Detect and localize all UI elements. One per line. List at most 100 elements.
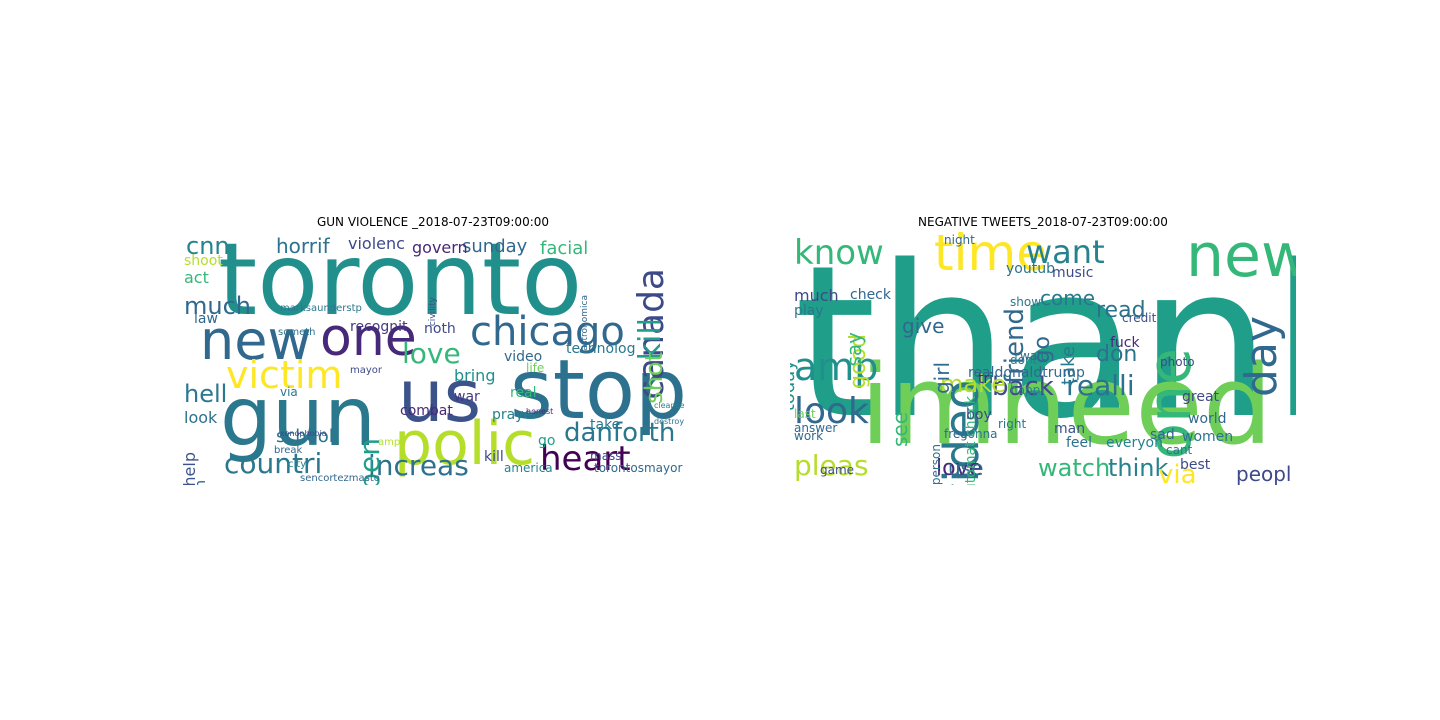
cloud-word: danforth	[564, 418, 676, 448]
cloud-word: love	[402, 337, 461, 370]
cloud-word: realdonaldtrump	[968, 365, 1085, 381]
cloud-word: city	[288, 459, 307, 470]
cloud-word: go	[538, 433, 556, 449]
cloud-word: give	[902, 314, 945, 338]
cloud-word: govern	[412, 238, 468, 257]
cloud-word: gonna	[960, 427, 998, 441]
cloud-word: tri	[978, 371, 994, 387]
cloud-word: increas	[368, 449, 469, 482]
cloud-word: look	[794, 391, 869, 432]
cloud-word: cnn	[186, 232, 230, 260]
cloud-word: polic	[394, 409, 536, 479]
cloud-word: amp	[794, 345, 879, 389]
cloud-word: video	[504, 349, 543, 365]
cloud-word: xenophobia	[280, 429, 327, 438]
cloud-word: via	[280, 385, 298, 399]
cloud-word: new	[1186, 232, 1296, 291]
cloud-word: answer	[794, 421, 838, 435]
cloud-word: great	[1182, 389, 1220, 405]
cloud-word: civility	[428, 297, 438, 327]
cloud-word: combat	[400, 403, 453, 419]
cloud-word: dont	[1010, 353, 1038, 367]
cloud-word: music	[1052, 265, 1094, 281]
cloud-word: work	[794, 429, 824, 443]
cloud-word: us	[398, 354, 482, 438]
cloud-word: marksaunderstp	[280, 303, 362, 314]
cloud-word: sencortezmasto	[300, 473, 380, 484]
cloud-word: prayer	[492, 407, 538, 423]
cloud-word: read	[1096, 298, 1146, 323]
cloud-word: watch	[1038, 454, 1111, 482]
cloud-word: use	[948, 456, 984, 480]
cloud-word: check	[850, 287, 891, 303]
cloud-word: horrif	[276, 234, 330, 258]
cloud-word: via	[1158, 460, 1197, 485]
cloud-word: someth	[278, 327, 316, 338]
word-cloud: thankimneednewtimeoneknowwantdayampvideo…	[790, 232, 1296, 485]
cloud-word: toronto	[218, 232, 583, 338]
cloud-word: time	[934, 232, 1047, 282]
cloud-word: fuck	[1110, 335, 1140, 351]
cloud-word: one person	[929, 444, 943, 485]
cloud-word: wait	[1020, 349, 1046, 363]
cloud-word: problem	[193, 480, 209, 485]
cloud-word: mass	[590, 449, 622, 463]
cloud-word: look	[184, 408, 218, 427]
cloud-word: violenc	[348, 234, 405, 253]
cloud-word: make	[940, 370, 1006, 398]
cloud-word: see	[888, 412, 912, 448]
cloud-word: think	[1108, 454, 1169, 482]
cloud-word: feel	[1066, 435, 1093, 451]
cloud-word: credit	[1122, 311, 1157, 325]
cloud-word: want	[1026, 233, 1105, 271]
cloud-word: show	[1010, 295, 1042, 309]
cloud-word: chicago	[470, 309, 625, 355]
cloud-word: best	[1180, 457, 1211, 473]
cloud-word: astronomica	[580, 295, 590, 351]
cloud-word: sunday	[462, 236, 528, 257]
cloud-word: noth	[424, 321, 456, 337]
cloud-word: take	[590, 417, 621, 433]
cloud-word: mayor	[350, 365, 383, 376]
cloud-word: cant	[1166, 443, 1193, 457]
cloud-word: much	[184, 292, 251, 320]
cloud-word: last	[794, 407, 816, 421]
panel-title: GUN VIOLENCE _2018-07-23T09:00:00	[316, 215, 550, 229]
cloud-word: man	[1054, 421, 1086, 437]
cloud-word: right	[998, 417, 1027, 431]
cloud-word: school	[276, 426, 334, 447]
cloud-word: break	[274, 445, 303, 456]
cloud-word: play	[794, 303, 824, 319]
cloud-word: boy	[966, 407, 992, 423]
cloud-word: world	[1188, 411, 1227, 427]
cloud-word: gun	[220, 370, 376, 465]
cloud-word: america	[504, 461, 553, 475]
cloud-word: love	[936, 456, 983, 481]
cloud-word: game	[820, 463, 855, 477]
cloud-word: hell	[184, 380, 228, 408]
cloud-word: come	[1040, 286, 1096, 310]
cloud-word: free	[944, 427, 968, 441]
cloud-word: know	[794, 233, 884, 273]
cloud-word: women	[1182, 429, 1234, 445]
cloud-word: girl	[930, 362, 954, 395]
cloud-word: happi	[1010, 383, 1044, 397]
cloud-word: technolog	[566, 341, 636, 357]
cloud-word: bring	[454, 366, 496, 385]
cloud-word: war	[454, 389, 480, 405]
panel-title: NEGATIVE TWEETS_2018-07-23T09:00:00	[918, 215, 1168, 229]
cloud-word: sad	[1150, 427, 1175, 443]
cloud-word: imneed	[860, 341, 1273, 469]
cloud-word: one	[320, 308, 417, 368]
cloud-word: stop	[510, 343, 686, 438]
cloud-word: back	[992, 372, 1054, 402]
cloud-word: today	[790, 360, 799, 412]
cloud-word: shot	[640, 352, 668, 404]
cloud-word: everyon	[1106, 435, 1163, 451]
cloud-word: victim	[226, 353, 343, 397]
cloud-word: countri	[224, 447, 323, 480]
cloud-word: photo	[1160, 355, 1195, 369]
cloud-word: thank	[794, 232, 1296, 465]
cloud-word: kill	[484, 449, 504, 465]
word-cloud: toronto stop gun us new one polic chicago countr…	[180, 232, 686, 485]
